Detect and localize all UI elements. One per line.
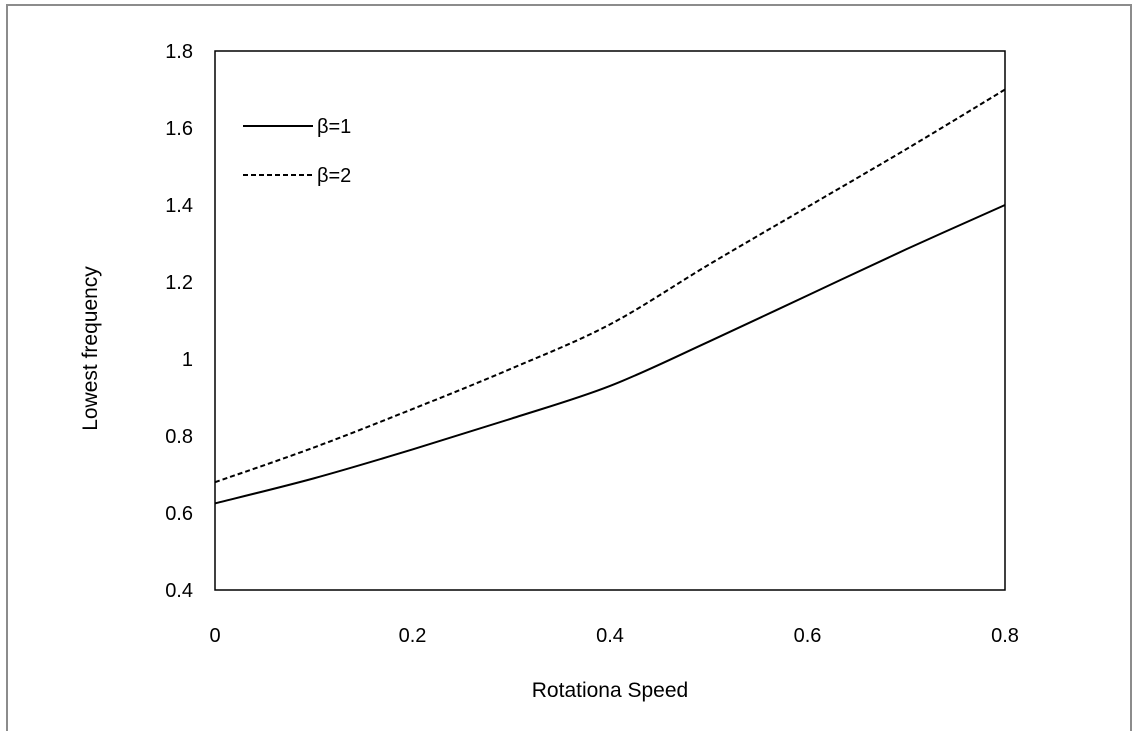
- x-tick-label: 0.6: [794, 625, 822, 647]
- y-tick-label: 0.4: [165, 580, 193, 602]
- x-tick-label: 0.4: [596, 625, 624, 647]
- y-tick-label: 1.2: [165, 272, 193, 294]
- x-tick-label: 0: [209, 625, 220, 647]
- x-tick-label: 0.8: [991, 625, 1019, 647]
- legend-label-2: β=2: [317, 165, 351, 187]
- y-tick-label: 1.6: [165, 118, 193, 140]
- y-axis-title: Lowest frequency: [79, 266, 102, 431]
- y-tick-label: 1.4: [165, 195, 193, 217]
- series-line-2: [214, 88, 1006, 484]
- x-axis-title: Rotationa Speed: [532, 679, 688, 702]
- x-axis-ticks: 0 0.2 0.4 0.6 0.8: [209, 625, 1018, 647]
- legend-label-1: β=1: [317, 116, 351, 138]
- y-tick-label: 0.6: [165, 503, 193, 525]
- y-tick-label: 1.8: [165, 41, 193, 63]
- chart-frame: [6, 4, 1132, 731]
- series-lines: [214, 88, 1006, 505]
- legend: β=1 β=2: [243, 116, 351, 187]
- y-axis-ticks: 0.4 0.6 0.8 1 1.2 1.4 1.6 1.8: [165, 41, 193, 602]
- series-line-1: [214, 204, 1006, 505]
- y-tick-label: 1: [182, 349, 193, 371]
- plot-area: [214, 50, 1006, 591]
- x-tick-label: 0.2: [399, 625, 427, 647]
- y-tick-label: 0.8: [165, 426, 193, 448]
